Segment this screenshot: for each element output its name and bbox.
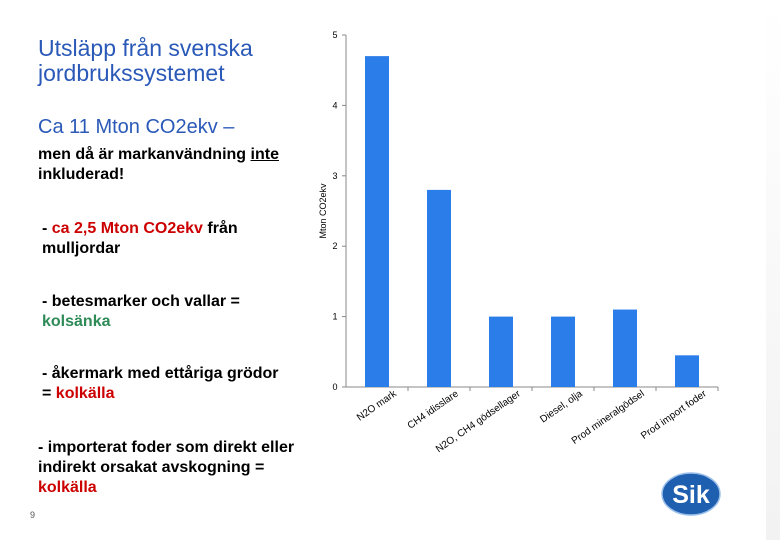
bullet-prefix: -: [42, 220, 52, 237]
y-tick-label: 3: [332, 171, 337, 181]
land-use-note-a: men då är markanvändning: [38, 146, 251, 163]
y-axis-title: Mton CO2ekv: [318, 183, 328, 239]
sik-logo-text: Sik: [672, 481, 710, 509]
bullet-mulljordar-highlight: ca 2,5 Mton CO2ekv: [51, 220, 203, 237]
y-tick-label: 0: [332, 382, 337, 392]
bullet-betesmarker: - betesmarker och vallar = kolsänka: [42, 292, 292, 332]
bullet-betesmarker-highlight: kolsänka: [42, 313, 111, 330]
bar-4: [551, 316, 575, 387]
y-tick-label: 1: [332, 312, 337, 322]
page-number: 9: [30, 510, 36, 520]
bar-1: [365, 56, 389, 388]
land-use-note: men då är markanvändning inte inkluderad…: [38, 145, 298, 185]
y-tick-label: 5: [332, 30, 337, 40]
bullet-betesmarker-text: - betesmarker och vallar =: [42, 293, 240, 310]
bar-5: [613, 309, 637, 387]
total-emissions-heading: Ca 11 Mton CO2ekv –: [38, 116, 235, 138]
right-edge-strip: [766, 0, 780, 540]
bullet-akermark-text: - åkermark med ettåriga grödor =: [42, 365, 279, 402]
y-tick-label: 4: [332, 100, 337, 110]
bar-3: [489, 316, 513, 387]
bar-6: [675, 355, 699, 387]
slide-title: Utsläpp från svenska jordbrukssystemet: [38, 35, 253, 86]
x-category-label: Prod import foder: [639, 388, 709, 442]
sik-logo: Sik: [661, 472, 721, 516]
x-category-label: CH4 idisslare: [406, 388, 461, 431]
bullet-importerat-foder-highlight: kolkälla: [38, 479, 97, 496]
land-use-note-underline: inte: [250, 146, 279, 163]
x-category-label: N2O mark: [355, 388, 399, 424]
x-category-label: Diesel, olja: [538, 388, 585, 425]
bullet-mulljordar: - ca 2,5 Mton CO2ekv från mulljordar: [42, 219, 282, 259]
bullet-importerat-foder: - importerat foder som direkt eller indi…: [38, 438, 308, 498]
y-tick-label: 2: [332, 241, 337, 251]
bullet-importerat-foder-text: - importerat foder som direkt eller indi…: [38, 439, 295, 476]
bullet-mulljordar-rest: från mulljordar: [42, 220, 238, 257]
bullet-akermark: - åkermark med ettåriga grödor = kolkäll…: [42, 364, 282, 404]
land-use-note-b: inkluderad!: [38, 166, 125, 183]
bar-2: [427, 189, 451, 387]
bullet-akermark-highlight: kolkälla: [55, 385, 115, 402]
